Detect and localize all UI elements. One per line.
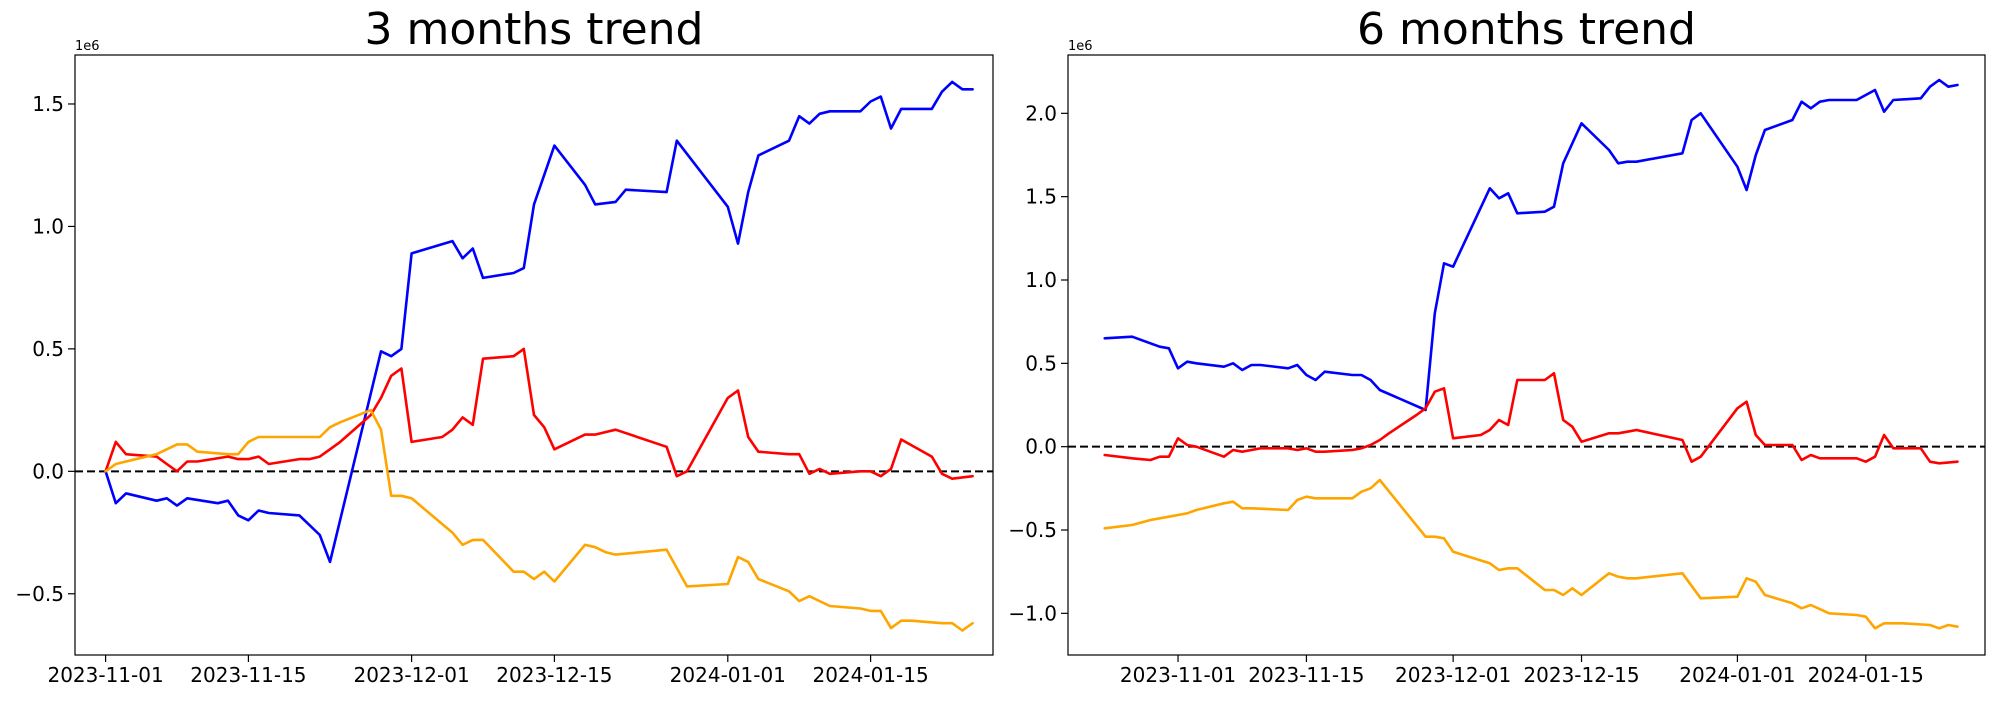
y-tick-label: 1.0 <box>1025 268 1057 292</box>
x-tick-label: 2024-01-01 <box>1679 663 1795 687</box>
series-line-2 <box>104 347 974 481</box>
series-line-1 <box>1103 78 1959 412</box>
x-tick-label: 2023-12-01 <box>1395 663 1511 687</box>
y-tick-label: 1.0 <box>32 214 64 238</box>
x-tick-label: 2023-12-15 <box>496 663 612 687</box>
series-line-1 <box>104 80 974 564</box>
plot-area <box>104 80 974 632</box>
chart-title: 3 months trend <box>365 4 704 55</box>
series-line-2 <box>1103 371 1959 465</box>
y-tick-label: 0.5 <box>1025 351 1057 375</box>
chart-title: 6 months trend <box>1357 4 1696 55</box>
y-tick-label: −1.0 <box>1008 601 1057 625</box>
y-tick-label: 1.5 <box>32 92 64 116</box>
axes-frame <box>74 54 994 656</box>
y-tick-label: 2.0 <box>1025 101 1057 125</box>
y-scale-label: 1e6 <box>1068 39 1093 54</box>
y-tick-label: 0.0 <box>32 459 64 483</box>
x-tick-label: 2023-11-01 <box>1120 663 1236 687</box>
series-line-3 <box>1103 478 1959 630</box>
y-tick-label: −0.5 <box>15 582 64 606</box>
y-tick-label: 0.5 <box>32 337 64 361</box>
axes-frame <box>1067 54 1986 656</box>
y-tick-label: 0.0 <box>1025 435 1057 459</box>
y-tick-label: 1.5 <box>1025 185 1057 209</box>
x-tick-label: 2024-01-01 <box>670 663 786 687</box>
y-scale-label: 1e6 <box>75 39 100 54</box>
x-tick-label: 2024-01-15 <box>1808 663 1924 687</box>
plot-area <box>1103 78 1959 630</box>
chart-right: 6 months trend −1.0 −0.5 0.0 0.5 1.0 1.5 2.0 202… <box>1008 4 1986 687</box>
x-tick-label: 2023-12-15 <box>1523 663 1639 687</box>
x-tick-label: 2023-11-15 <box>190 663 306 687</box>
x-tick-label: 2023-11-01 <box>47 663 163 687</box>
x-tick-label: 2024-01-15 <box>812 663 928 687</box>
x-tick-label: 2023-12-01 <box>353 663 469 687</box>
x-tick-label: 2023-11-15 <box>1248 663 1364 687</box>
chart-left: 3 months trend −0.5 0.0 0.5 1.0 1.5 2023-11-01… <box>15 4 994 687</box>
series-line-3 <box>104 408 974 632</box>
y-tick-label: −0.5 <box>1008 518 1057 542</box>
